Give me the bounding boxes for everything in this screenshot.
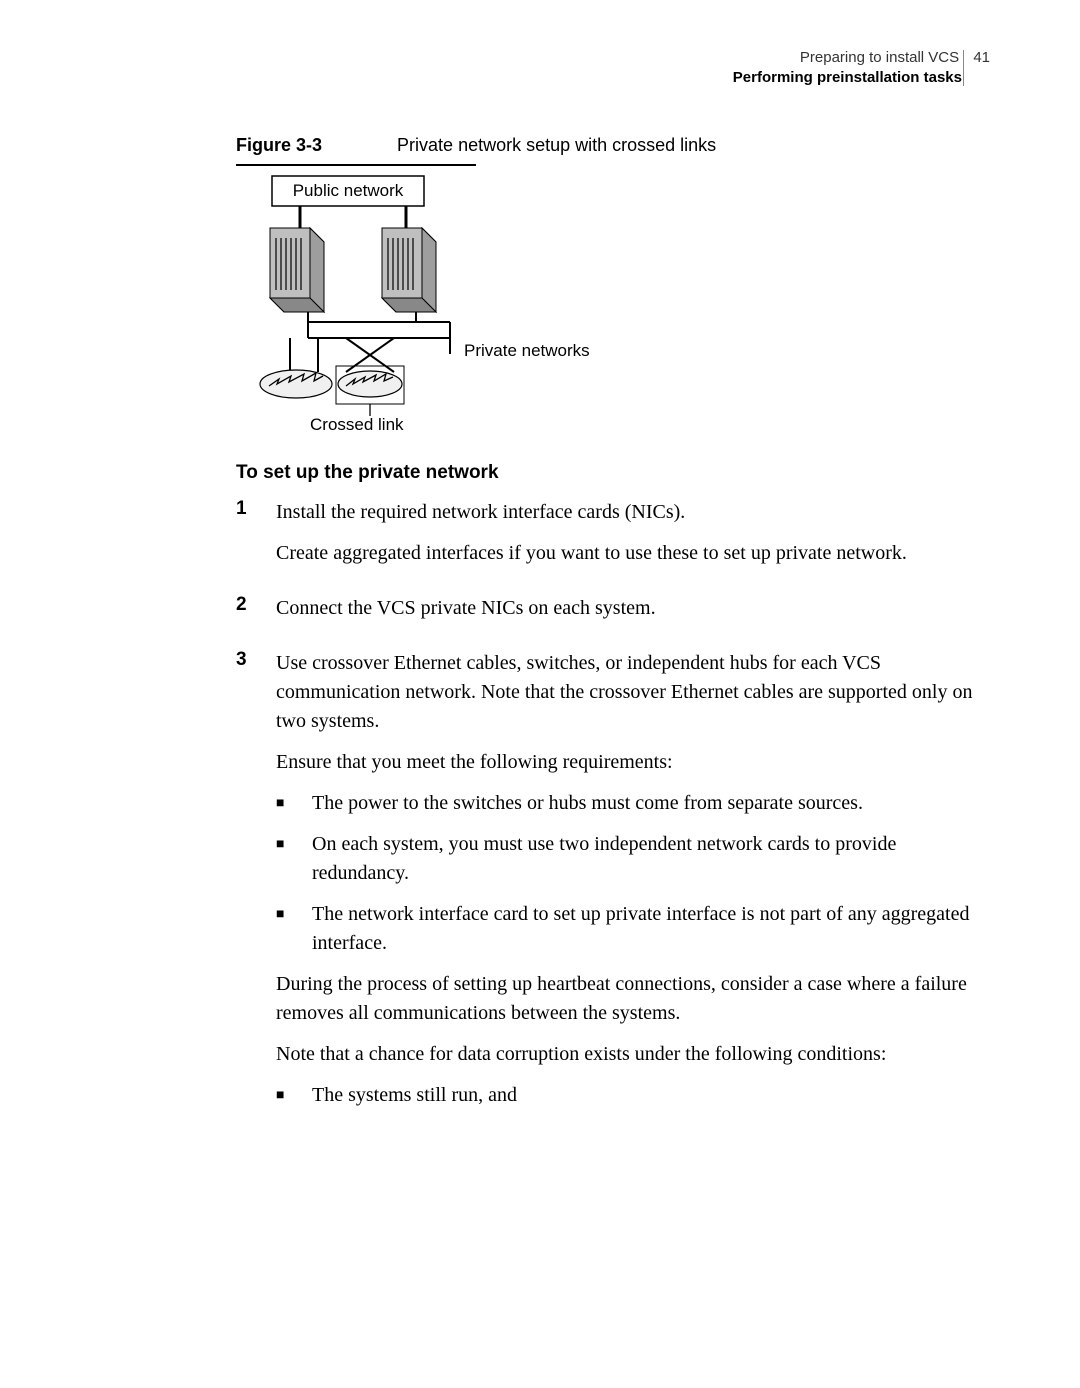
crossed-link-label: Crossed link [310, 415, 404, 434]
step-3-body: Use crossover Ethernet cables, switches,… [276, 649, 996, 1122]
requirements-list: ■ The power to the switches or hubs must… [276, 789, 996, 958]
bullet-icon: ■ [276, 789, 312, 818]
hub-left-icon [260, 370, 332, 398]
bullet-icon: ■ [276, 1081, 312, 1110]
step-2-body: Connect the VCS private NICs on each sys… [276, 594, 996, 635]
step-3-p2: Ensure that you meet the following requi… [276, 748, 996, 777]
header-chapter: Preparing to install VCS [800, 49, 959, 66]
bullet-1-text: The power to the switches or hubs must c… [312, 789, 996, 818]
header-page-number: 41 [973, 49, 990, 66]
bullet-3-text: The network interface card to set up pri… [312, 900, 996, 958]
step-2: 2 Connect the VCS private NICs on each s… [236, 594, 996, 635]
step-1: 1 Install the required network interface… [236, 498, 996, 580]
step-3-number: 3 [236, 649, 276, 1122]
bullet-icon: ■ [276, 830, 312, 888]
header-vertical-rule [963, 50, 964, 86]
step-3-p3: During the process of setting up heartbe… [276, 970, 996, 1028]
list-item: ■ On each system, you must use two indep… [276, 830, 996, 888]
bullet-icon: ■ [276, 900, 312, 958]
step-2-p1: Connect the VCS private NICs on each sys… [276, 594, 996, 623]
figure-rule [236, 164, 476, 166]
figure-label-row: Figure 3-3 Private network setup with cr… [236, 135, 996, 156]
server-right-icon [382, 228, 436, 312]
step-3-p4: Note that a chance for data corruption e… [276, 1040, 996, 1069]
figure-label: Figure 3-3 [236, 135, 322, 155]
private-networks-label: Private networks [464, 341, 590, 360]
list-item: ■ The systems still run, and [276, 1081, 996, 1110]
page-header: Preparing to install VCS 41 Performing p… [733, 48, 990, 89]
step-1-number: 1 [236, 498, 276, 580]
step-2-number: 2 [236, 594, 276, 635]
step-3: 3 Use crossover Ethernet cables, switche… [236, 649, 996, 1122]
bullet-4-text: The systems still run, and [312, 1081, 996, 1110]
public-network-label: Public network [293, 181, 404, 200]
list-item: ■ The power to the switches or hubs must… [276, 789, 996, 818]
section-heading: To set up the private network [236, 462, 996, 484]
figure-caption: Private network setup with crossed links [397, 135, 716, 155]
step-1-p1: Install the required network interface c… [276, 498, 996, 527]
bullet-2-text: On each system, you must use two indepen… [312, 830, 996, 888]
list-item: ■ The network interface card to set up p… [276, 900, 996, 958]
header-subtitle: Performing preinstallation tasks [733, 68, 990, 88]
page-content: Figure 3-3 Private network setup with cr… [236, 135, 996, 1136]
server-left-icon [270, 228, 324, 312]
conditions-list: ■ The systems still run, and [276, 1081, 996, 1110]
step-1-body: Install the required network interface c… [276, 498, 996, 580]
step-3-p1: Use crossover Ethernet cables, switches,… [276, 649, 996, 736]
step-1-p2: Create aggregated interfaces if you want… [276, 539, 996, 568]
network-diagram: Public network [236, 172, 656, 434]
hub-right-icon [338, 371, 402, 397]
